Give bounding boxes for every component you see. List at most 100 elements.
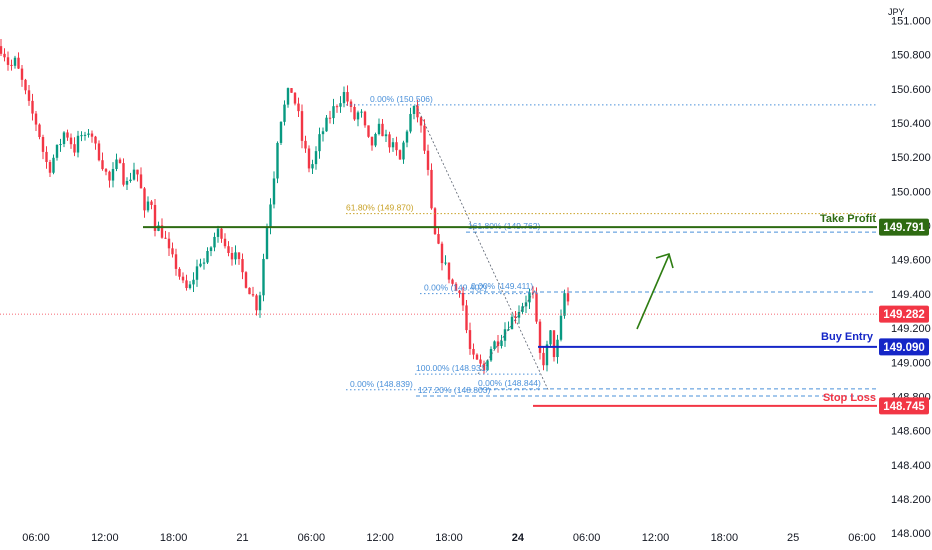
stop-loss-label: Stop Loss <box>823 392 876 404</box>
candle-body <box>314 151 318 165</box>
candle-body <box>164 237 167 239</box>
candle-body <box>440 243 444 264</box>
candle-body <box>426 150 430 170</box>
x-tick-label: 25 <box>787 532 799 544</box>
candle-body <box>80 135 83 137</box>
y-tick-label: 150.200 <box>891 152 931 164</box>
candle-body <box>167 238 171 249</box>
candle-body <box>6 57 10 65</box>
candle-body <box>542 352 545 366</box>
candle-body <box>181 276 185 281</box>
y-tick-label: 149.400 <box>891 289 931 301</box>
candle-body <box>479 359 482 364</box>
candle-body <box>552 330 556 358</box>
x-tick-label: 18:00 <box>711 532 739 544</box>
candle-body <box>3 53 6 58</box>
candle-body <box>52 157 55 173</box>
candle-body <box>66 132 69 138</box>
candle-body <box>216 228 220 237</box>
price-tag-label: 148.745 <box>883 401 925 413</box>
candle-body <box>213 236 216 248</box>
candle-body <box>433 208 437 235</box>
candle-body <box>111 169 115 181</box>
candle-body <box>482 363 486 371</box>
candle-body <box>153 204 157 231</box>
candle-body <box>412 105 416 114</box>
candle-body <box>293 92 297 104</box>
candle-body <box>199 263 202 267</box>
x-tick-label: 06:00 <box>22 532 50 544</box>
candlestick-series <box>0 39 570 375</box>
currency-label: JPY <box>888 7 905 17</box>
x-tick-label: 24 <box>512 532 525 544</box>
y-tick-label: 151.000 <box>891 16 931 28</box>
fib-label: 127.20% (148.803) <box>418 385 490 395</box>
candle-body <box>178 268 181 277</box>
candle-body <box>251 294 255 296</box>
candle-body <box>94 136 97 144</box>
candle-body <box>59 144 62 146</box>
price-tag-label: 149.282 <box>883 309 925 321</box>
candle-body <box>171 248 174 255</box>
candle-body <box>353 106 356 120</box>
fib-label: 161.80% (149.762) <box>468 221 540 231</box>
candle-body <box>132 169 136 180</box>
candle-body <box>139 174 143 189</box>
candle-body <box>451 279 454 284</box>
candle-body <box>566 293 570 302</box>
candle-body <box>517 311 521 318</box>
candle-body <box>367 125 370 137</box>
candle-body <box>174 254 178 269</box>
fib-label: 0.00% (148.844) <box>478 378 541 388</box>
time-axis[interactable]: 06:00 12:00 18:00 21 06:00 12:00 18:00 24 06:00 1… <box>22 532 876 544</box>
candle-body <box>87 133 90 135</box>
candle-body <box>395 142 398 151</box>
price-tag-label: 149.090 <box>883 342 925 354</box>
y-tick-label: 148.600 <box>891 426 931 438</box>
candle-body <box>118 159 122 164</box>
candle-body <box>157 225 160 231</box>
candle-body <box>437 234 440 244</box>
candle-body <box>41 137 45 152</box>
candle-body <box>234 252 237 260</box>
candle-body <box>48 161 52 173</box>
x-tick-label: 06:00 <box>298 532 326 544</box>
candle-body <box>398 150 402 160</box>
candle-body <box>538 321 542 353</box>
candle-body <box>514 316 517 318</box>
candle-body <box>346 92 349 102</box>
candle-body <box>549 330 552 345</box>
candle-body <box>209 247 213 251</box>
candle-body <box>0 46 3 54</box>
fib-label: 0.00% (149.411) <box>471 281 533 291</box>
candle-body <box>97 143 101 161</box>
candle-body <box>269 204 272 227</box>
x-tick-label: 06:00 <box>848 532 876 544</box>
candle-body <box>328 117 332 119</box>
candle-body <box>381 123 384 137</box>
candle-body <box>458 290 461 293</box>
price-tag <box>879 218 929 236</box>
candle-body <box>104 169 108 172</box>
x-tick-label: 12:00 <box>642 532 670 544</box>
candle-body <box>143 188 146 211</box>
x-tick-label: 21 <box>236 532 248 544</box>
candle-body <box>73 144 76 153</box>
candle-body <box>360 111 363 113</box>
candle-body <box>472 348 475 355</box>
candle-body <box>83 134 87 136</box>
candle-body <box>374 134 377 146</box>
candle-body <box>136 169 139 175</box>
candle-body <box>521 306 524 312</box>
trend-arrow <box>636 252 674 330</box>
candle-body <box>24 79 27 91</box>
y-tick-label: 149.200 <box>891 323 931 335</box>
candle-body <box>419 117 423 126</box>
candle-body <box>283 104 286 122</box>
fib-label: 61.80% (149.870) <box>346 203 414 213</box>
y-tick-label: 150.800 <box>891 50 931 62</box>
candle-body <box>188 284 192 289</box>
price-axis[interactable]: 151.000 150.800 150.600 150.400 150.200 150.0… <box>879 16 931 541</box>
price-tag <box>879 397 929 415</box>
